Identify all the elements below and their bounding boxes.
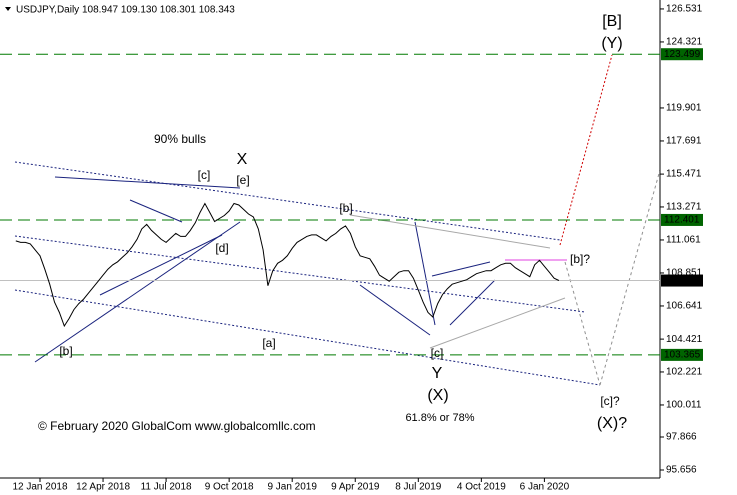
- trend-line: [99, 234, 223, 296]
- trend-line: [129, 199, 183, 223]
- triangle-line: [349, 214, 551, 249]
- trend-line: [431, 261, 491, 277]
- trend-line: [449, 279, 496, 326]
- projection: [559, 54, 613, 246]
- y-tick-label: 97.866: [666, 432, 697, 443]
- channel-line: [14, 161, 561, 241]
- level-label: 103.365: [664, 350, 701, 361]
- annotation: [b]: [339, 201, 352, 215]
- annotation: 61.8% or 78%: [405, 412, 474, 424]
- y-tick-label: 115.471: [666, 169, 702, 180]
- annotation: X: [237, 151, 248, 168]
- level-label-bg: [661, 348, 703, 361]
- annotation: (X): [427, 387, 448, 404]
- annotation: [e]: [236, 173, 249, 187]
- x-tick-label: 6 Jan 2020: [520, 482, 570, 493]
- triangle-line: [429, 297, 566, 349]
- level-label: 112.401: [664, 215, 700, 226]
- annotation: 90% bulls: [154, 132, 206, 146]
- y-tick-label: 119.901: [666, 103, 702, 114]
- y-tick-label: 108.851: [666, 268, 703, 279]
- annotation: [d]: [215, 241, 228, 255]
- annotation: (Y): [601, 35, 622, 52]
- x-tick-label: 11 Jul 2018: [141, 482, 192, 493]
- level-label-bg: [661, 213, 703, 226]
- x-tick-label: 9 Oct 2018: [205, 482, 254, 493]
- x-tick-label: 12 Apr 2018: [76, 482, 130, 493]
- annotation: [a]: [262, 336, 275, 350]
- y-tick-label: 106.641: [666, 301, 703, 312]
- drawings: [14, 54, 661, 386]
- trend-line: [414, 221, 436, 326]
- y-tick-label: 104.421: [666, 334, 703, 345]
- y-tick-label: 100.011: [666, 400, 702, 411]
- level-label-bg: [661, 274, 703, 287]
- y-tick-label: 124.321: [666, 37, 703, 48]
- y-tick-label: 117.691: [666, 136, 702, 147]
- channel-line: [14, 235, 586, 313]
- y-tick-label: 95.656: [666, 465, 697, 476]
- annotation: [b]: [59, 344, 72, 358]
- level-label: 108.343: [664, 275, 701, 286]
- x-tick-label: 9 Apr 2019: [331, 482, 380, 493]
- x-tick-label: 8 Jul 2019: [395, 482, 442, 493]
- chart-title: USDJPY,Daily 108.947 109.130 108.301 108…: [16, 5, 235, 16]
- level-label-bg: [661, 48, 703, 61]
- projection: [599, 169, 661, 386]
- level-label: 123.499: [664, 49, 701, 60]
- copyright: © February 2020 GlobalCom www.globalcoml…: [38, 419, 316, 433]
- annotation: [c]?: [600, 394, 620, 408]
- annotation: [c]: [431, 346, 444, 360]
- y-tick-label: 126.531: [666, 4, 703, 15]
- x-tick-label: 12 Jan 2018: [12, 482, 67, 493]
- x-tick-label: 9 Jan 2019: [267, 482, 317, 493]
- menu-arrow: [5, 7, 11, 11]
- y-tick-label: 113.271: [666, 202, 702, 213]
- annotation: [c]: [198, 168, 211, 182]
- trend-line: [54, 176, 241, 189]
- annotation: [b]?: [570, 252, 590, 266]
- price-line: [15, 202, 560, 328]
- annotation: Y: [432, 365, 443, 382]
- x-tick-label: 4 Oct 2019: [457, 482, 506, 493]
- y-tick-label: 111.061: [666, 235, 701, 246]
- annotation: [B]: [602, 13, 622, 30]
- y-tick-label: 102.221: [666, 367, 703, 378]
- annotation: (X)?: [597, 415, 627, 432]
- trend-line: [34, 221, 241, 363]
- trend-line: [359, 284, 431, 336]
- channel-line: [14, 289, 601, 386]
